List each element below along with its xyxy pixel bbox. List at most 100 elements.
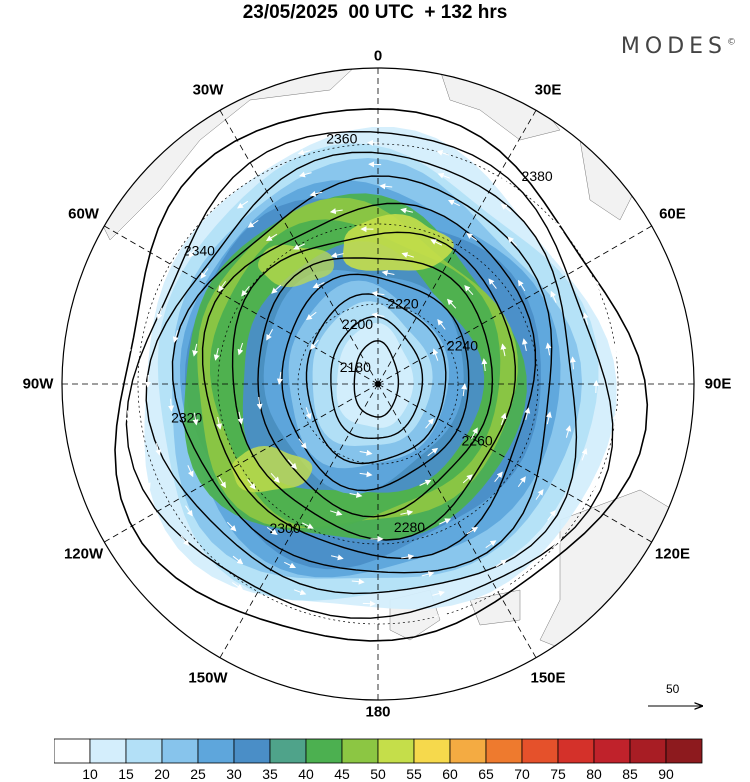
wind-arrow	[545, 411, 552, 425]
colorbar-label: 60	[442, 766, 458, 782]
colorbar-swatch	[377, 738, 415, 764]
wind-arrow	[182, 219, 192, 230]
wind-arrow	[185, 505, 193, 517]
colorbar-swatch	[449, 738, 487, 764]
contour-label: 2280	[394, 519, 425, 535]
wind-arrow	[464, 285, 474, 296]
contour-2260	[257, 257, 494, 518]
wind-arrow	[359, 471, 373, 478]
wind-arrow	[497, 584, 510, 592]
colorbar-label: 65	[478, 766, 494, 782]
wind-arrow	[312, 282, 325, 289]
wind-arrow	[297, 149, 311, 156]
contour-label: 2180	[340, 359, 371, 375]
contour-2300	[201, 202, 537, 560]
meridian-line	[377, 383, 537, 658]
wind-arrow	[569, 356, 576, 370]
wind-arrow	[168, 398, 175, 412]
wind-arrow	[545, 342, 552, 356]
colorbar-swatch	[233, 738, 271, 764]
wind-arrow	[581, 448, 588, 461]
wind-arrow	[466, 526, 479, 535]
colorbar	[54, 738, 703, 764]
wind-arrow	[500, 203, 512, 213]
wind-arrow	[432, 590, 445, 597]
contour-label: 2220	[388, 296, 419, 312]
wind-arrow	[188, 247, 197, 259]
wind-arrow	[172, 330, 179, 343]
wind-arrow	[292, 243, 305, 250]
contour-label: 2200	[342, 316, 373, 332]
wind-arrow	[524, 407, 531, 420]
wind-arrow	[237, 342, 244, 356]
wind-arrow	[495, 559, 507, 568]
wind-arrow	[192, 412, 199, 426]
wind-arrow	[299, 171, 312, 178]
map-title: 23/05/2025 00 UTC + 132 hrs	[242, 2, 508, 23]
wind-arrow	[430, 239, 443, 246]
contour-2200	[330, 315, 424, 440]
longitude-label: 120W	[63, 545, 104, 563]
wind-arrow	[432, 348, 439, 361]
longitude-label: 150E	[530, 669, 566, 687]
wind-arrow	[330, 554, 344, 561]
wind-arrow	[237, 200, 249, 209]
contour-2380	[114, 108, 649, 642]
wind-arrow	[433, 612, 447, 619]
wind-arrow	[517, 476, 526, 488]
jet-maximum	[258, 244, 334, 288]
wind-arrow	[371, 312, 385, 319]
contour-label: 2340	[184, 242, 215, 258]
wind-arrow	[547, 509, 556, 521]
wind-arrow	[284, 561, 296, 569]
latitude-circle	[137, 143, 619, 625]
wind-arrow	[485, 540, 497, 549]
wind-arrow	[507, 236, 518, 247]
colorbar-swatch	[665, 738, 703, 764]
wind-arrow	[237, 411, 244, 425]
longitude-label: 150W	[188, 669, 228, 687]
jet-maximum	[231, 446, 313, 493]
longitude-label: 120E	[654, 545, 690, 563]
contour-2360	[125, 130, 614, 619]
wind-arrow	[554, 222, 564, 233]
colorbar-label: 80	[586, 766, 602, 782]
wind-arrow	[305, 407, 312, 420]
wind-arrow	[612, 344, 619, 358]
land-area	[469, 589, 521, 626]
colorbar-swatch	[197, 738, 235, 764]
wind-arrow	[400, 509, 414, 516]
colorbar-swatch	[54, 738, 91, 764]
wind-arrow	[518, 279, 526, 292]
contour-label: 2360	[326, 131, 357, 147]
contour-2340	[145, 151, 578, 595]
longitude-label: 90E	[704, 375, 732, 393]
contour-2320	[171, 175, 553, 574]
copyright-mark: ©	[727, 37, 736, 48]
wind-arrow	[309, 190, 323, 197]
wind-arrow	[234, 176, 247, 184]
wind-arrow	[270, 472, 280, 483]
wind-arrow	[213, 348, 220, 361]
wind-arrow	[271, 284, 282, 294]
colorbar-swatch	[89, 738, 127, 764]
longitude-label: 30E	[534, 81, 562, 99]
wind-arrow	[293, 589, 307, 596]
colorbar-swatch	[269, 738, 307, 764]
colorbar-swatch	[593, 738, 631, 764]
wind-arrow	[218, 476, 226, 489]
pole-marker	[375, 381, 381, 387]
colorbar-swatch	[629, 738, 667, 764]
wind-vectors	[125, 139, 619, 629]
wind-arrow	[379, 183, 393, 190]
colorbar-swatch	[413, 738, 451, 764]
wind-arrow	[305, 311, 317, 321]
wind-arrow	[551, 251, 559, 263]
longitude-label: 30W	[192, 81, 224, 99]
colorbar-label: 90	[658, 766, 674, 782]
wind-arrow	[500, 412, 507, 426]
wind-arrow	[565, 425, 572, 438]
contour-2180	[353, 340, 400, 418]
wind-arrow	[494, 471, 503, 482]
wind-arrow	[155, 443, 162, 456]
